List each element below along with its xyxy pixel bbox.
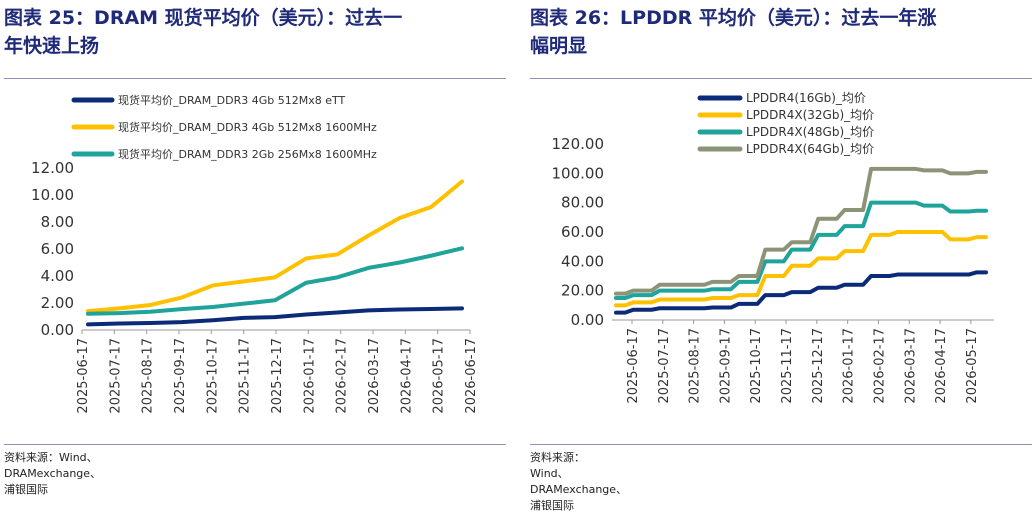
right-y-tick-label: 0.00 [571, 311, 604, 329]
left-series-line-1 [86, 306, 464, 327]
right-series-line-4 [614, 166, 988, 296]
left-y-tick-label: 4.00 [41, 267, 74, 285]
left-x-tick-label: 2026-04-17 [399, 338, 414, 414]
right-x-tick-label: 2025-09-17 [718, 328, 733, 404]
left-x-tick-label: 2025-10-17 [205, 338, 220, 414]
left-x-tick-label: 2026-01-17 [302, 338, 317, 414]
left-series-line-2 [86, 179, 464, 314]
left-x-tick-label: 2025-11-17 [238, 338, 253, 414]
right-source-note: 资料来源： Wind、DRAMexchange、浦银国际 [530, 451, 628, 512]
right-x-tick-label: 2025-06-17 [626, 328, 641, 404]
right-x-tick-label: 2026-01-17 [842, 328, 857, 404]
right-x-tick-label: 2025-11-17 [780, 328, 795, 404]
right-source-rule [530, 444, 1032, 445]
left-y-tick-label: 10.00 [31, 186, 74, 204]
left-x-tick-label: 2025-07-17 [108, 338, 123, 414]
left-legend-label-2: 现货平均价_DRAM_DDR3 4Gb 512Mx8 1600MHz [118, 120, 377, 134]
right-y-tick-label: 20.00 [561, 282, 604, 300]
right-legend-label-4: LPDDR4X(64Gb)_均价 [746, 142, 874, 156]
left-chart: 0.00 2.00 4.00 6.00 8.00 10.00 12.00 2025-06-17… [31, 93, 479, 414]
right-x-tick-label: 2026-04-17 [934, 328, 949, 404]
left-x-tick-label: 2026-05-17 [432, 338, 447, 414]
left-x-tick-label: 2025-12-17 [270, 338, 285, 414]
right-x-tick-label: 2026-05-17 [965, 328, 980, 404]
left-x-tick-label: 2026-02-17 [335, 338, 350, 414]
right-legend-label-2: LPDDR4X(32Gb)_均价 [746, 108, 874, 122]
left-y-tick-label: 8.00 [41, 213, 74, 231]
left-y-tick-label: 6.00 [41, 240, 74, 258]
right-legend-label-1: LPDDR4(16Gb)_均价 [746, 91, 866, 105]
left-source-rule [4, 444, 506, 445]
right-x-tick-label: 2025-12-17 [811, 328, 826, 404]
right-y-tick-label: 60.00 [561, 223, 604, 241]
left-x-tick-label: 2025-08-17 [141, 338, 156, 414]
right-x-tick-label: 2025-07-17 [657, 328, 672, 404]
right-series-line-1 [614, 270, 988, 315]
right-series-line-2 [614, 230, 988, 308]
right-x-tick-label: 2025-08-17 [688, 328, 703, 404]
right-y-tick-label: 120.00 [552, 135, 605, 153]
left-legend-label-3: 现货平均价_DRAM_DDR3 2Gb 256Mx8 1600MHz [118, 147, 377, 161]
right-chart-title: 图表 26：LPDDR 平均价（美元）：过去一年涨 幅明显 [530, 7, 937, 57]
right-series-line-3 [614, 200, 988, 300]
right-y-tick-label: 100.00 [552, 164, 605, 182]
right-x-tick-label: 2026-02-17 [872, 328, 887, 404]
left-y-tick-label: 0.00 [41, 321, 74, 339]
left-x-tick-label: 2025-09-17 [173, 338, 188, 414]
left-series-line-3 [86, 246, 464, 316]
right-x-tick-label: 2025-10-17 [749, 328, 764, 404]
right-title-rule [530, 78, 1032, 79]
left-chart-title: 图表 25：DRAM 现货平均价（美元）：过去一 年快速上扬 [4, 7, 403, 57]
left-source-note: 资料来源：Wind、DRAMexchange、浦银国际 [4, 451, 102, 496]
right-legend-label-3: LPDDR4X(48Gb)_均价 [746, 125, 874, 139]
left-title-rule [4, 78, 506, 79]
right-y-tick-label: 80.00 [561, 194, 604, 212]
left-x-tick-label: 2025-06-17 [76, 338, 91, 414]
right-y-tick-label: 40.00 [561, 252, 604, 270]
left-y-tick-label: 12.00 [31, 159, 74, 177]
right-chart: 0.00 20.00 40.00 60.00 80.00 100.00 120.00 2025… [552, 91, 994, 404]
left-y-tick-label: 2.00 [41, 294, 74, 312]
left-legend-label-1: 现货平均价_DRAM_DDR3 4Gb 512Mx8 eTT [118, 93, 346, 107]
left-x-tick-label: 2026-06-17 [464, 338, 479, 414]
right-x-tick-label: 2026-03-17 [903, 328, 918, 404]
left-x-tick-label: 2026-03-17 [367, 338, 382, 414]
